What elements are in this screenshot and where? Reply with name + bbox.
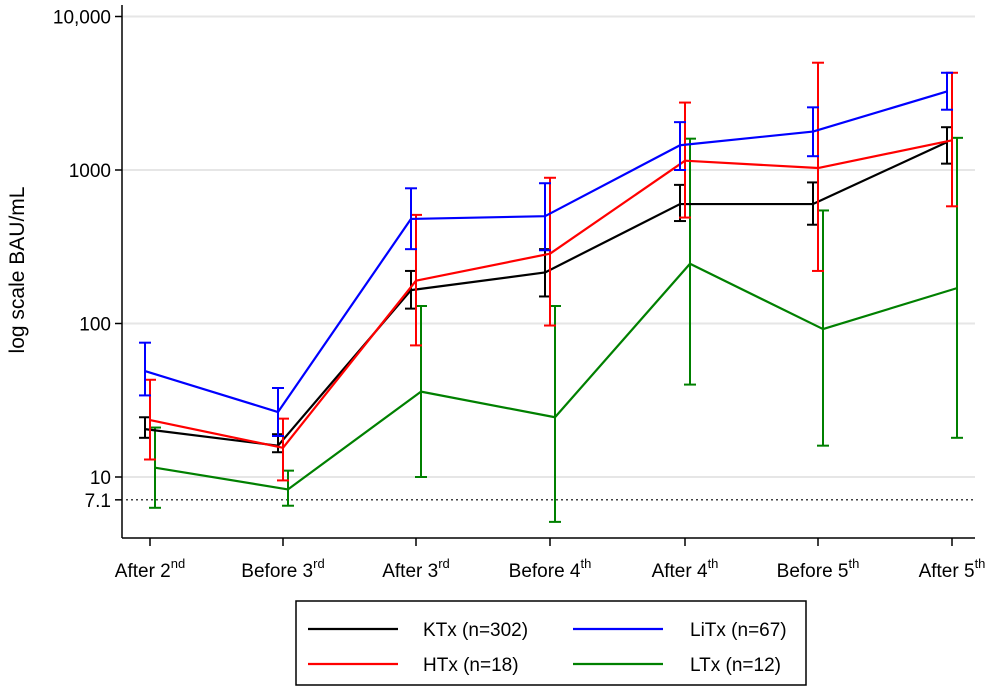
y-tick-label: 1000 <box>69 161 111 182</box>
gridlines <box>122 15 975 501</box>
legend-label: LiTx (n=67) <box>690 620 787 641</box>
x-tick-label: After 2nd <box>115 556 185 582</box>
x-tick-label-main: Before 3 <box>241 561 313 582</box>
x-tick-label: Before 5th <box>777 556 860 582</box>
series-ltx <box>149 136 963 523</box>
x-tick-label: Before 3rd <box>241 556 324 582</box>
series-layer <box>139 61 963 523</box>
x-tick-label-sup: th <box>975 556 986 571</box>
y-tick-label: 7.1 <box>85 491 111 512</box>
x-tick-label-sup: nd <box>171 556 185 571</box>
x-tick-label: Before 4th <box>509 556 592 582</box>
legend-label: KTx (n=302) <box>423 620 528 641</box>
x-tick-label-main: After 3 <box>382 561 438 582</box>
legend: KTx (n=302) LiTx (n=67) HTx (n=18) LTx (n=1… <box>295 600 807 686</box>
legend-box <box>295 600 807 686</box>
legend-item: KTx (n=302) <box>308 620 528 641</box>
x-tick-label-main: After 2 <box>115 561 171 582</box>
x-tick-label: After 3rd <box>382 556 450 582</box>
x-tick-label-main: Before 5 <box>777 561 849 582</box>
y-tick-label: 10 <box>90 468 111 489</box>
y-tick-label: 10,000 <box>53 8 111 29</box>
series-htx <box>144 61 958 482</box>
x-tick-label-sup: rd <box>313 556 325 571</box>
legend-item: LiTx (n=67) <box>573 620 787 641</box>
x-tick-label: After 4th <box>652 556 719 582</box>
x-tick-label-main: Before 4 <box>509 561 581 582</box>
legend-item: LTx (n=12) <box>573 655 781 676</box>
legend-label: HTx (n=18) <box>423 655 519 676</box>
x-tick-label-sup: th <box>848 556 859 571</box>
x-tick-label-sup: rd <box>438 556 450 571</box>
series-ktx <box>139 126 953 454</box>
x-tick-label-sup: th <box>708 556 719 571</box>
legend-label: LTx (n=12) <box>690 655 781 676</box>
x-tick-label: After 5th <box>919 556 986 582</box>
series-litx <box>139 71 953 437</box>
legend-item: HTx (n=18) <box>308 655 519 676</box>
y-axis-title: log scale BAU/mL <box>6 187 29 354</box>
x-tick-label-main: After 5 <box>919 561 975 582</box>
x-tick-label-main: After 4 <box>652 561 708 582</box>
x-tick-label-sup: th <box>580 556 591 571</box>
y-tick-label: 100 <box>79 315 111 336</box>
